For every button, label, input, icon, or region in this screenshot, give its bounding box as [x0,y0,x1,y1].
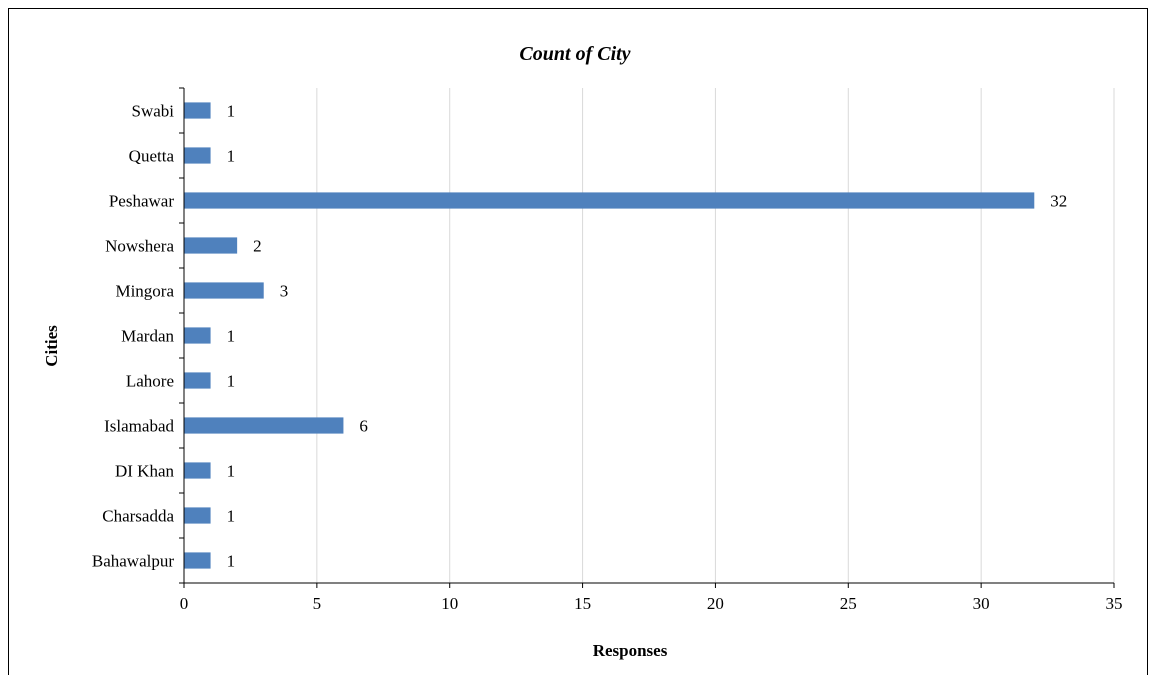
x-tick-label: 0 [180,594,189,613]
labels: 0 5 10 15 20 25 30 35 Bahawalpur 1 Charsadda 1 DI Kh… [92,102,1123,614]
y-tick-label: Swabi [132,102,175,121]
y-tick-label: Charsadda [102,507,174,526]
y-tick-label: Nowshera [105,237,174,256]
y-tick-label: Mingora [115,282,174,301]
data-label: 1 [227,507,236,526]
data-label: 6 [359,417,368,436]
data-label: 1 [227,147,236,166]
x-tick-label: 35 [1106,594,1123,613]
y-tick-label: Mardan [121,327,174,346]
y-axis-title: Cities [42,325,61,367]
data-label: 1 [227,552,236,571]
y-tick-label: Islamabad [104,417,174,436]
axes [179,87,1115,588]
x-tick-label: 20 [707,594,724,613]
bar [184,192,1035,209]
bar [184,417,344,434]
y-tick-label: Bahawalpur [92,552,174,571]
data-label: 1 [227,327,236,346]
bar [184,282,264,299]
x-axis-title: Responses [593,641,668,660]
data-label: 2 [253,237,262,256]
bars [184,102,1035,569]
data-label: 32 [1050,192,1067,211]
x-tick-label: 25 [840,594,857,613]
bar [184,507,211,524]
bar [184,147,211,164]
bar [184,102,211,119]
bar [184,237,238,254]
y-tick-label: DI Khan [115,462,175,481]
chart-title: Count of City [519,43,630,65]
data-label: 1 [227,462,236,481]
bar [184,552,211,569]
y-tick-label: Lahore [126,372,174,391]
y-tick-label: Quetta [129,147,175,166]
chart-frame: Count of City 0 5 10 15 20 25 30 35 Bahawalpur 1 C… [8,8,1148,675]
x-tick-label: 30 [973,594,990,613]
data-label: 1 [227,102,236,121]
x-tick-label: 15 [574,594,591,613]
x-tick-label: 5 [313,594,322,613]
data-label: 3 [280,282,289,301]
bar [184,327,211,344]
y-tick-label: Peshawar [109,192,174,211]
bar [184,462,211,479]
data-label: 1 [227,372,236,391]
bar [184,372,211,389]
x-tick-label: 10 [441,594,458,613]
grid-lines [316,88,1115,583]
bar-chart: Count of City 0 5 10 15 20 25 30 35 Bahawalpur 1 C… [42,43,1123,660]
